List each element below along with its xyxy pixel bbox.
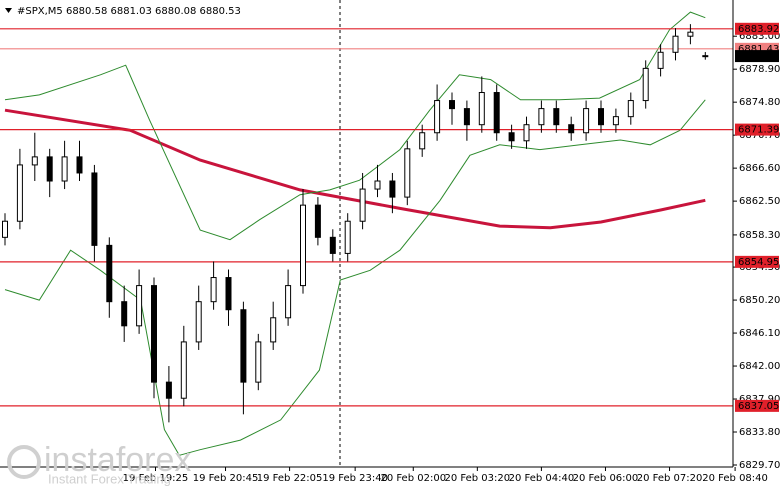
x-tick-label: 19 Feb 19:25 xyxy=(123,473,189,484)
candle-body xyxy=(180,341,187,399)
candle-body xyxy=(642,67,649,102)
candle-body xyxy=(359,188,366,222)
candle-body xyxy=(419,132,426,150)
watermark-brand: instaforex xyxy=(44,441,191,479)
axes: 6883.00 6878.90 6874.80 6870.70 6866.60 6862.… xyxy=(123,22,780,484)
indicator-line xyxy=(4,11,706,241)
candle-body xyxy=(374,180,381,190)
x-tick-label: 19 Feb 22:05 xyxy=(257,473,323,484)
candle-body xyxy=(270,317,277,343)
candle-body xyxy=(195,301,202,343)
y-tick-label: 6883.00 xyxy=(739,31,780,42)
menu-icon xyxy=(5,8,12,13)
price-tag xyxy=(735,123,779,136)
candle-body xyxy=(389,180,396,198)
candle-body xyxy=(523,124,530,142)
candle-body xyxy=(672,35,679,53)
candle-body xyxy=(702,55,709,58)
indicator-line xyxy=(4,99,706,456)
candle-body xyxy=(314,204,321,238)
candle-body xyxy=(553,108,560,126)
y-tick-label: 6878.90 xyxy=(739,64,780,75)
y-tick-label: 6870.70 xyxy=(739,130,780,141)
y-tick-label: 6842.00 xyxy=(739,361,780,372)
candle-body xyxy=(91,172,98,246)
candle-body xyxy=(285,285,292,319)
price-tag xyxy=(735,399,779,412)
candle-body xyxy=(568,124,575,134)
candle-body xyxy=(404,148,411,198)
candle-body xyxy=(31,156,38,166)
plot-area xyxy=(0,11,733,456)
candle-body xyxy=(210,277,217,303)
y-tick-label: 6833.80 xyxy=(739,427,780,438)
candle-body xyxy=(255,341,262,383)
x-tick-label: 20 Feb 07:20 xyxy=(637,473,703,484)
candle-body xyxy=(300,204,306,287)
candle-body xyxy=(612,116,619,126)
price-tag xyxy=(735,50,779,63)
candle-body xyxy=(344,220,351,254)
candle-body xyxy=(493,92,500,134)
candle-body xyxy=(46,156,53,182)
price-tag-label: 6883.92 xyxy=(738,24,779,35)
candle-body xyxy=(478,92,485,126)
price-tag-label: 6854.95 xyxy=(738,257,779,268)
candle-body xyxy=(2,220,8,238)
y-tick-label: 6874.80 xyxy=(739,97,780,108)
candle-body xyxy=(76,156,83,174)
x-tick-label: 20 Feb 06:00 xyxy=(573,473,639,484)
candle-body xyxy=(165,381,172,399)
candle-body xyxy=(225,277,232,311)
y-tick-label: 6866.60 xyxy=(739,163,780,174)
candle-body xyxy=(657,51,664,69)
candle-body xyxy=(508,132,515,142)
price-tag xyxy=(735,255,779,268)
x-tick-label: 20 Feb 08:40 xyxy=(702,473,768,484)
watermark-tagline: Instant Forex Trading xyxy=(48,471,171,486)
candle-body xyxy=(434,100,441,134)
candle-body xyxy=(627,100,634,118)
candle-body xyxy=(687,31,694,37)
y-tick-label: 6862.50 xyxy=(739,196,780,207)
candle-body xyxy=(240,309,247,383)
candle-body xyxy=(463,108,470,126)
price-tag-label: 6871.39 xyxy=(738,125,779,136)
candle-body xyxy=(538,108,545,126)
indicator-line xyxy=(4,108,706,230)
candle-body xyxy=(136,285,143,327)
candle-body xyxy=(598,108,604,126)
price-tag-label: 6880.53 xyxy=(738,51,779,62)
candle-body xyxy=(121,301,128,327)
y-tick-label: 6837.90 xyxy=(739,394,780,405)
price-tag-label: 6881.43 xyxy=(738,44,779,55)
candle-body xyxy=(583,108,590,134)
candle-body xyxy=(16,164,23,222)
candle-body xyxy=(61,156,68,182)
x-tick-label: 20 Feb 03:20 xyxy=(445,473,511,484)
price-tag-label: 6837.05 xyxy=(738,401,779,412)
candle-body xyxy=(151,285,157,383)
y-tick-label: 6850.20 xyxy=(739,295,780,306)
candle-body xyxy=(329,236,336,254)
candle-body xyxy=(106,244,113,303)
candle-body xyxy=(449,100,455,110)
x-tick-label: 19 Feb 23:40 xyxy=(322,473,388,484)
chart-title: #SPX,M5 6880.58 6881.03 6880.08 6880.53 xyxy=(17,6,241,17)
y-tick-label: 6829.70 xyxy=(739,460,780,471)
x-tick-label: 20 Feb 02:00 xyxy=(380,473,446,484)
watermark: instaforex Instant Forex Trading xyxy=(7,441,191,486)
y-tick-label: 6846.10 xyxy=(739,328,780,339)
x-tick-label: 19 Feb 20:45 xyxy=(193,473,259,484)
y-tick-label: 6858.30 xyxy=(739,230,780,241)
watermark-logo xyxy=(7,445,41,479)
x-tick-label: 20 Feb 04:40 xyxy=(509,473,575,484)
price-tag xyxy=(735,22,779,35)
